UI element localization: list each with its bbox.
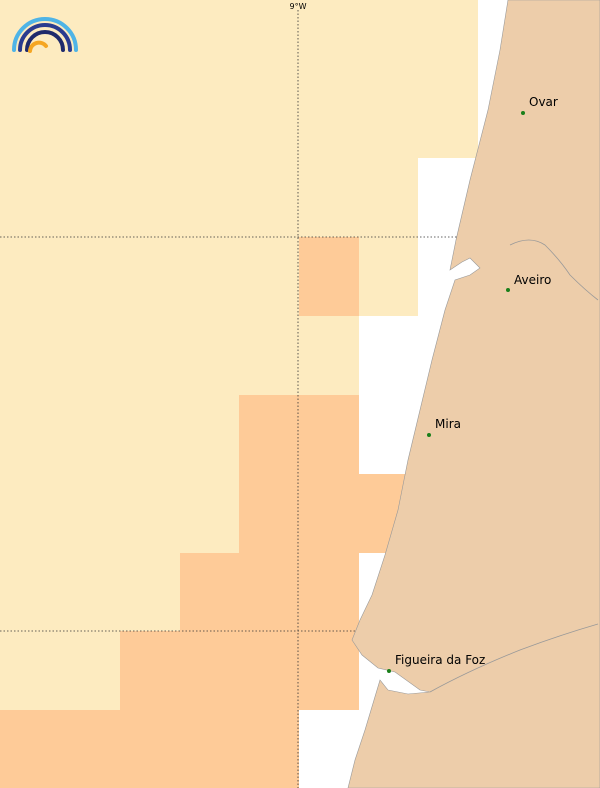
city-label: Aveiro: [514, 273, 551, 287]
city-dot: [506, 288, 510, 292]
river: [429, 623, 599, 693]
city-dot: [427, 433, 431, 437]
meridian-label: 9°W: [290, 2, 307, 11]
city-label: Mira: [435, 417, 461, 431]
wave-cells: [0, 0, 478, 788]
city-dot: [387, 669, 391, 673]
city-label: Figueira da Foz: [395, 653, 485, 667]
land: [347, 0, 600, 788]
river: [509, 239, 599, 301]
city-dot: [521, 111, 525, 115]
city-label: Ovar: [529, 95, 558, 109]
logo: [12, 17, 78, 53]
